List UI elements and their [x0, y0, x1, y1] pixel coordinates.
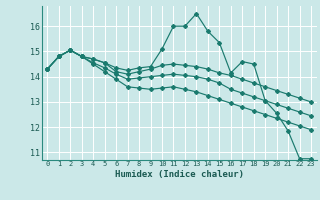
X-axis label: Humidex (Indice chaleur): Humidex (Indice chaleur): [115, 170, 244, 179]
